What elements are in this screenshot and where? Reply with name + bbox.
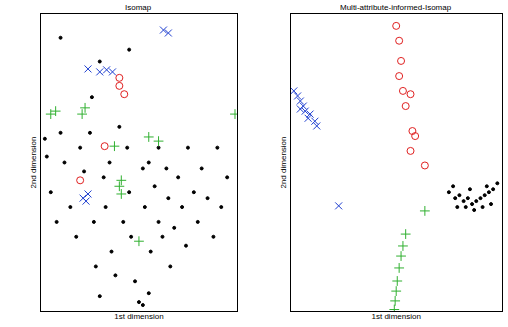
svg-text:2nd dimension: 2nd dimension (29, 136, 38, 188)
svg-text:2nd dimension: 2nd dimension (279, 136, 288, 188)
svg-text:Isomap: Isomap (125, 3, 152, 12)
svg-text:1st dimension: 1st dimension (114, 312, 163, 321)
svg-text:1st dimension: 1st dimension (372, 312, 421, 321)
svg-text:Multi-attribute-informed-Isoma: Multi-attribute-informed-Isomap (340, 3, 452, 12)
